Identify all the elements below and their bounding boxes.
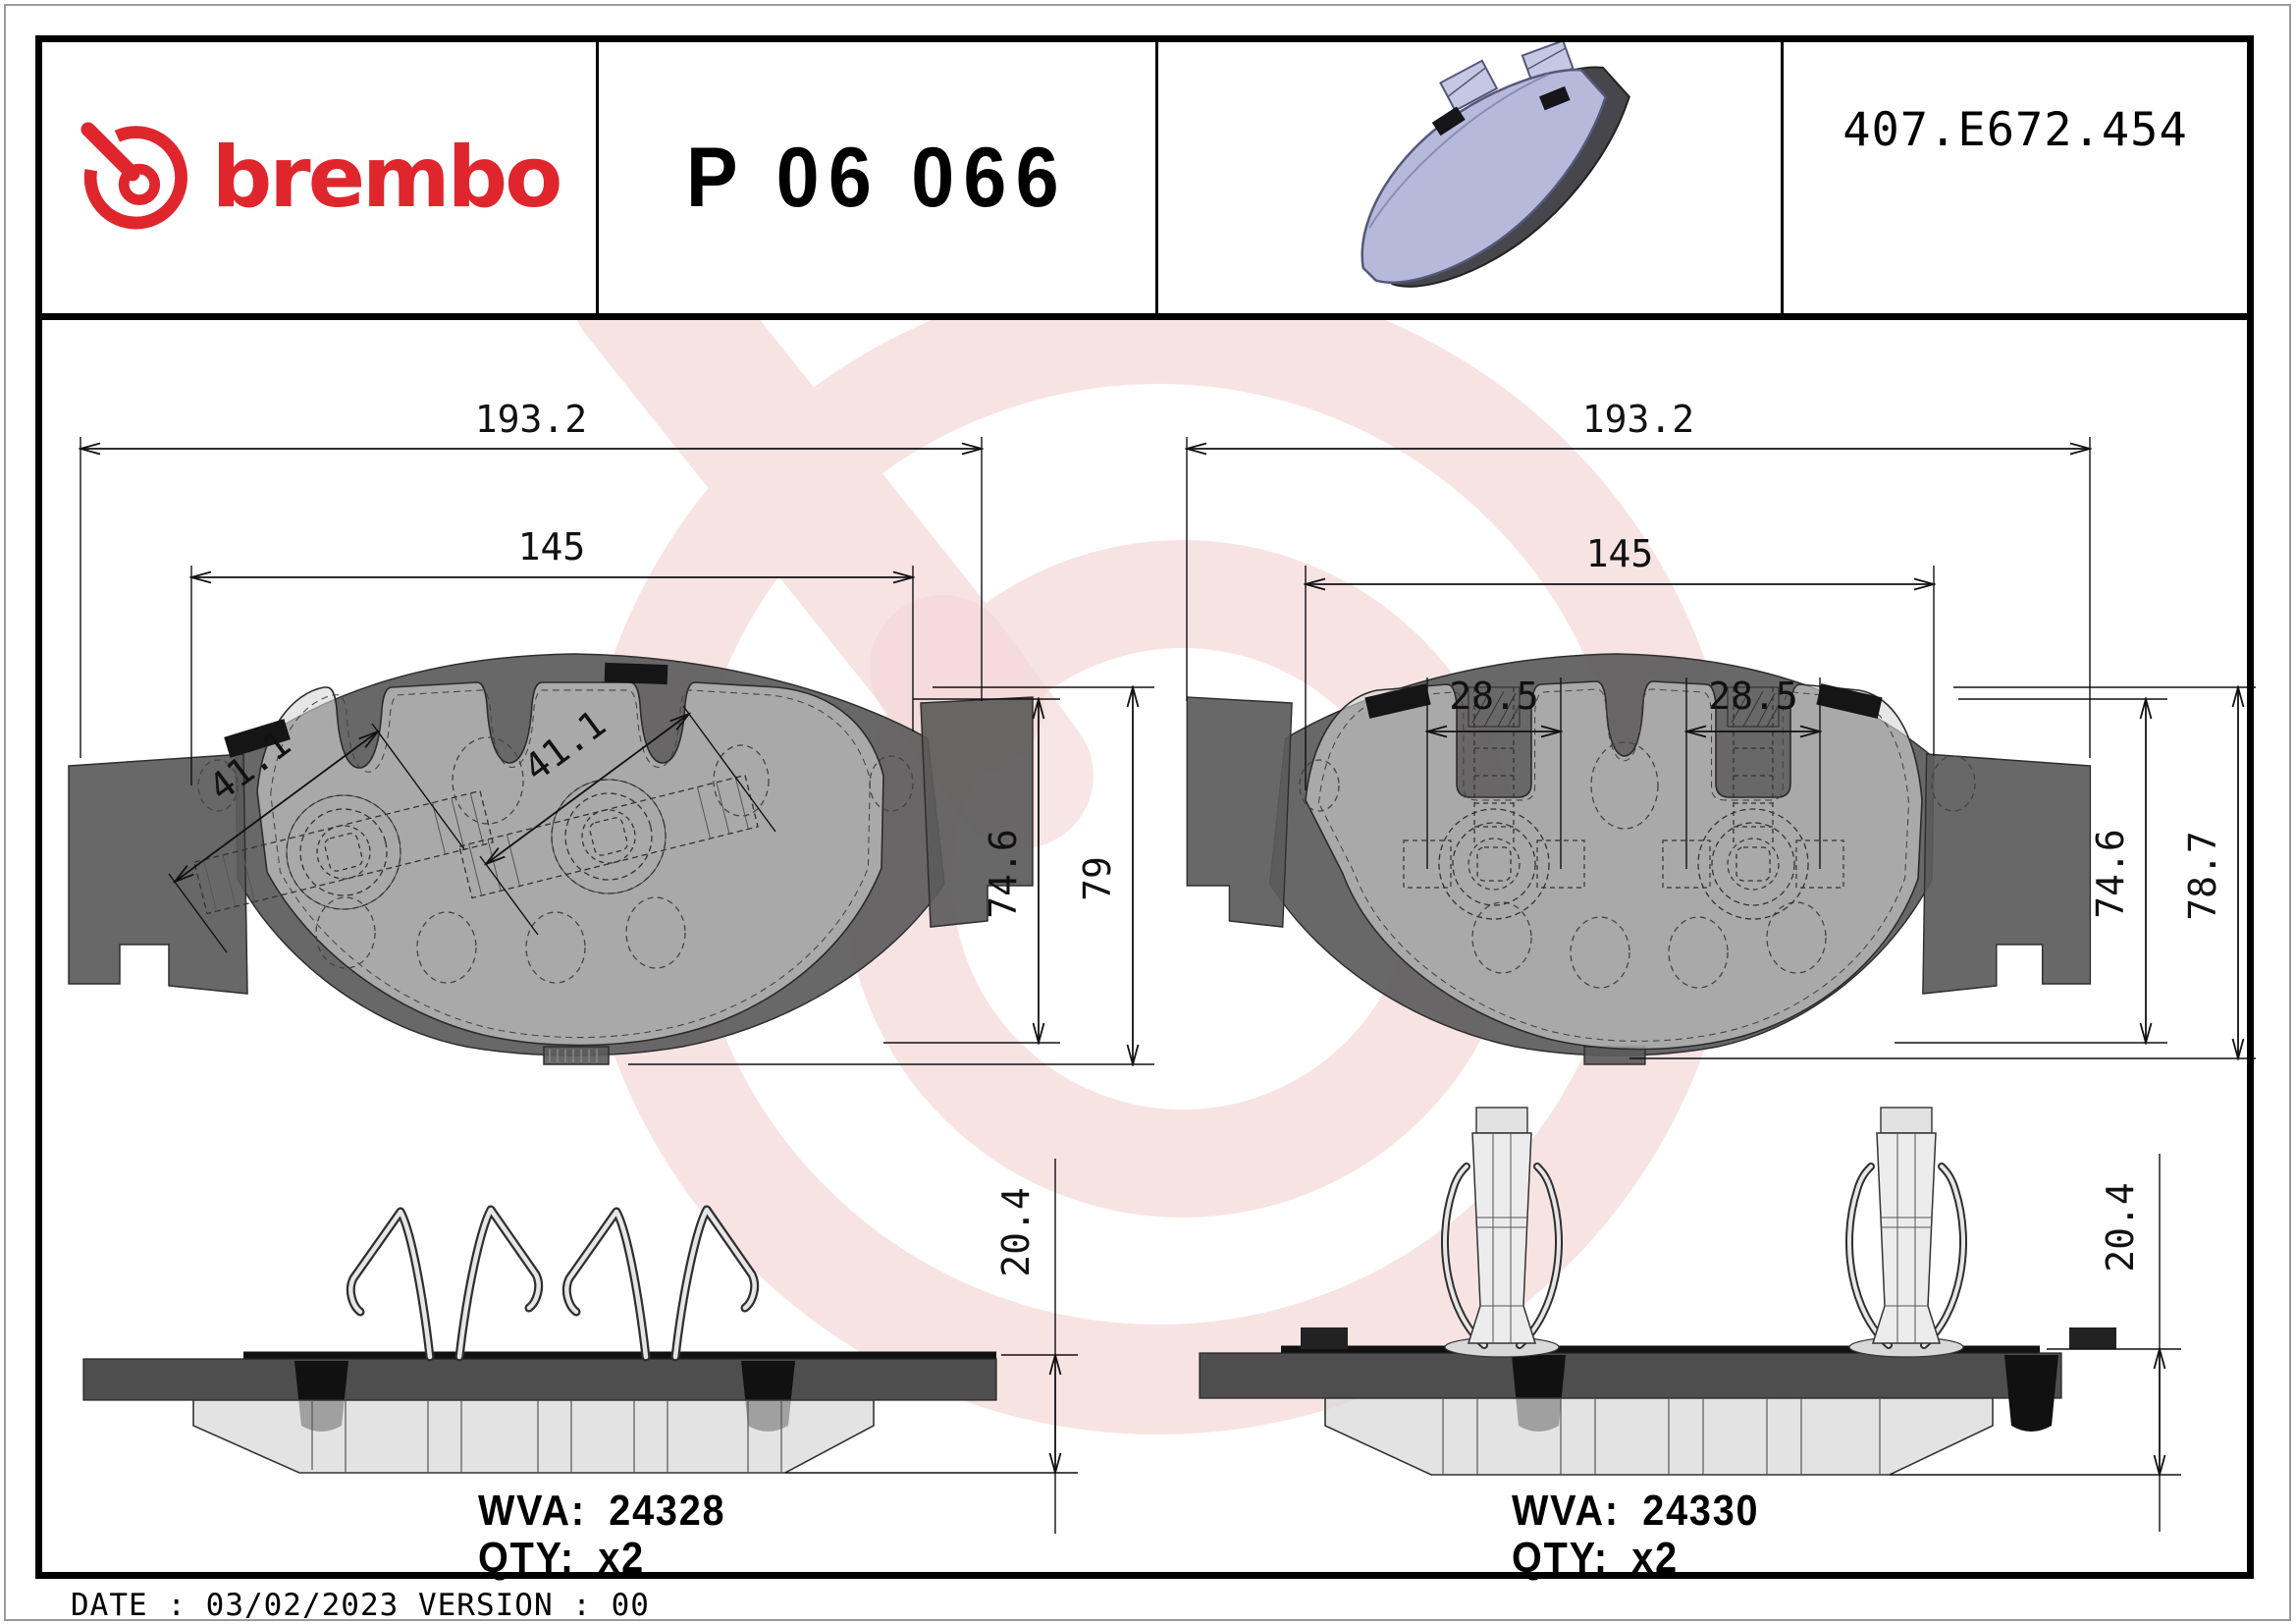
date-label: DATE :: [71, 1588, 187, 1623]
dim-left-friction-width: 145: [518, 525, 586, 568]
part-number: P 06 066: [686, 130, 1068, 225]
revision-footer: DATE : 03/02/2023 VERSION : 00: [71, 1588, 650, 1623]
version-value: 00: [611, 1588, 650, 1623]
wva-value-right: 24330: [1642, 1487, 1760, 1535]
dim-left-pad-height: 74.6: [982, 829, 1025, 919]
right-pad-side-view: 20.4: [1199, 1107, 2181, 1532]
product-image-cell: [1158, 42, 1784, 313]
dim-left-total-width: 193.2: [475, 398, 587, 441]
dim-right-total-height: 78.7: [2181, 831, 2224, 921]
dim-right-sensor-2: 28.5: [1708, 675, 1798, 718]
right-front-dimensions: 193.2 145 28.5 28.5 74.6 78.7: [1187, 398, 2256, 1058]
left-pad-side-view: 20.4: [82, 1159, 1078, 1534]
part-number-cell: P 06 066: [599, 42, 1158, 313]
brembo-logo-icon: [80, 122, 187, 230]
right-pad-front-view: [1186, 653, 2092, 1065]
date-value: 03/02/2023: [205, 1588, 400, 1623]
page-outer-border: [4, 4, 2291, 1621]
wva-label-right: WVA:: [1512, 1487, 1620, 1535]
brand-cell: brembo: [42, 42, 599, 313]
brand-wordmark: brembo: [211, 129, 563, 227]
qty-label-left: QTY:: [478, 1534, 575, 1582]
qty-value-right: x2: [1631, 1534, 1679, 1582]
wear-sensor-tower: [1441, 1107, 1967, 1358]
dim-right-pad-height: 74.6: [2089, 829, 2132, 919]
right-part-info: WVA: 24330 QTY: x2: [1512, 1488, 1759, 1582]
catalog-code: 407.E672.454: [1842, 103, 2188, 157]
catalog-code-cell: 407.E672.454: [1784, 42, 2247, 313]
qty-value-left: x2: [598, 1534, 645, 1582]
dim-right-total-width: 193.2: [1582, 398, 1694, 441]
dim-left-thickness: 20.4: [994, 1187, 1038, 1277]
dim-right-sensor-1: 28.5: [1449, 675, 1539, 718]
dim-right-thickness: 20.4: [2099, 1182, 2142, 1272]
dim-right-friction-width: 145: [1586, 532, 1654, 575]
wva-label-left: WVA:: [478, 1487, 586, 1535]
version-label: VERSION :: [417, 1588, 592, 1623]
dim-left-total-height: 79: [1076, 856, 1119, 901]
qty-label-right: QTY:: [1512, 1534, 1609, 1582]
left-part-info: WVA: 24328 QTY: x2: [478, 1488, 725, 1582]
title-block: brembo P 06 066: [42, 42, 2247, 320]
wva-value-left: 24328: [609, 1487, 726, 1535]
pad-3d-render: [1361, 42, 1630, 288]
